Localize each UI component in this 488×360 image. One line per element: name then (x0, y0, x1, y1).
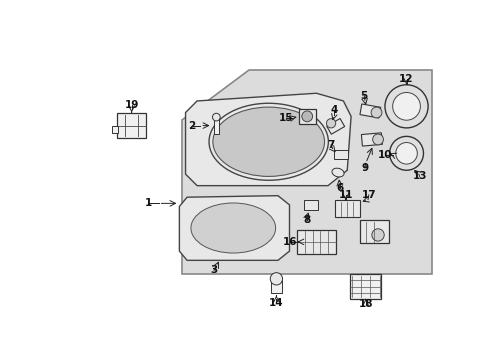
Polygon shape (185, 93, 350, 186)
Text: 4: 4 (330, 105, 337, 115)
Bar (359, 104, 380, 118)
Text: 12: 12 (399, 75, 413, 84)
Text: 16: 16 (283, 237, 297, 247)
Text: 5: 5 (360, 91, 367, 100)
Bar (213, 117, 219, 134)
Circle shape (372, 134, 383, 145)
Bar (270, 280, 281, 293)
Text: 15: 15 (279, 113, 293, 123)
Text: 2: 2 (188, 121, 195, 131)
Text: 7: 7 (327, 140, 334, 150)
Bar (304, 200, 317, 210)
Text: 17: 17 (361, 190, 375, 200)
Bar (117, 113, 146, 138)
Bar (334, 200, 359, 217)
Text: 19: 19 (124, 100, 139, 110)
Polygon shape (179, 195, 289, 260)
Bar (359, 220, 388, 243)
Circle shape (212, 113, 220, 121)
Circle shape (371, 229, 384, 241)
Bar (297, 230, 335, 254)
Circle shape (370, 107, 381, 118)
Bar (111, 126, 118, 133)
Bar (298, 109, 315, 124)
Bar (349, 274, 380, 299)
Circle shape (384, 85, 427, 128)
Text: 10: 10 (377, 150, 391, 160)
Text: 14: 14 (268, 298, 283, 309)
Circle shape (392, 93, 420, 120)
Text: 13: 13 (411, 171, 426, 181)
Ellipse shape (331, 168, 344, 177)
Text: 1: 1 (144, 198, 152, 208)
Polygon shape (182, 70, 431, 274)
Bar (326, 118, 344, 134)
Bar (333, 150, 347, 159)
Text: 8: 8 (303, 215, 310, 225)
Text: 9: 9 (361, 163, 368, 173)
Ellipse shape (190, 203, 275, 253)
Bar (361, 133, 382, 146)
Circle shape (389, 136, 423, 170)
Ellipse shape (212, 107, 324, 176)
Text: 3: 3 (210, 265, 217, 275)
Circle shape (395, 143, 416, 164)
Circle shape (301, 111, 312, 122)
Text: 11: 11 (338, 190, 352, 200)
Circle shape (270, 273, 282, 285)
Text: 6: 6 (335, 183, 343, 193)
Text: 18: 18 (358, 299, 372, 309)
Circle shape (326, 119, 335, 128)
